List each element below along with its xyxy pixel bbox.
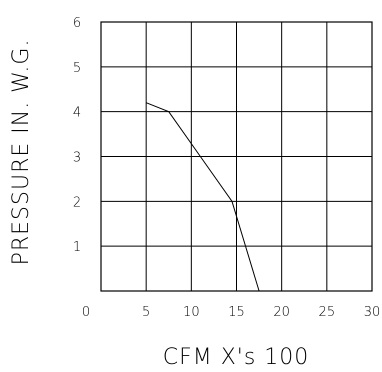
y-tick-label: 4 — [73, 106, 81, 121]
x-tick-label: 25 — [319, 305, 336, 320]
y-axis-label: PRESSURE IN. W.G. — [9, 39, 34, 266]
fan-curve-line — [145, 102, 260, 292]
x-tick-label: 30 — [364, 305, 381, 320]
x-tick-label: 0 — [82, 305, 90, 320]
grid — [101, 22, 372, 291]
x-tick-label: 5 — [142, 305, 150, 320]
x-tick-label: 15 — [228, 305, 245, 320]
y-tick-label: 3 — [73, 151, 81, 166]
y-tick-label: 5 — [73, 61, 81, 76]
y-tick-label: 2 — [73, 195, 81, 210]
x-tick-label: 20 — [273, 305, 290, 320]
y-tick-labels: 1 2 3 4 5 6 — [73, 16, 81, 255]
x-tick-labels: 0 5 10 15 20 25 30 — [82, 305, 380, 320]
y-tick-label: 6 — [73, 16, 81, 31]
plot-frame — [100, 21, 373, 292]
series-group — [145, 102, 260, 292]
x-tick-label: 10 — [183, 305, 200, 320]
x-axis-label: CFM X's 100 — [163, 345, 310, 370]
y-tick-label: 1 — [73, 240, 81, 255]
